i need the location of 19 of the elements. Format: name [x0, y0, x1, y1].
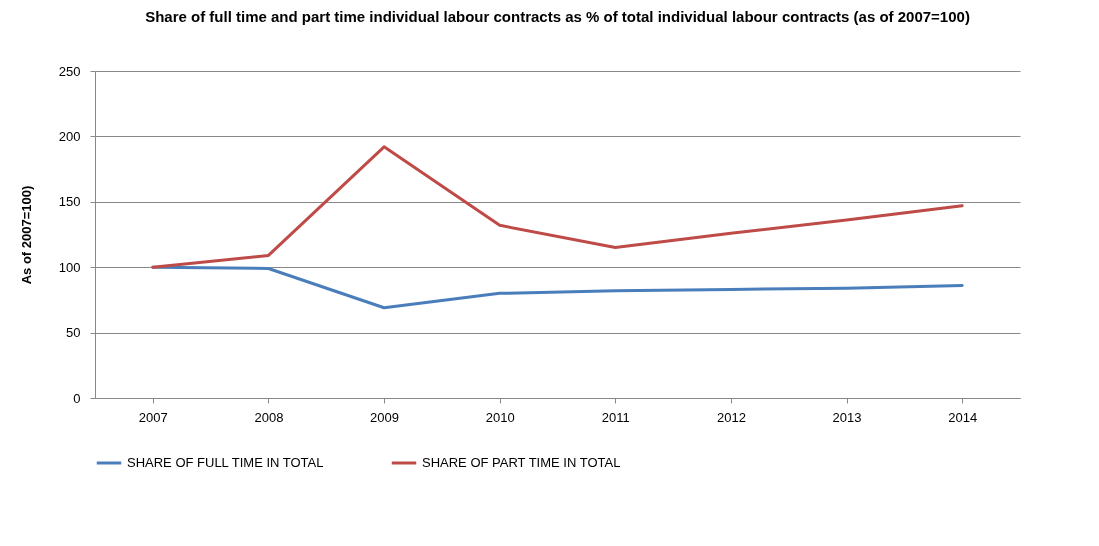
x-tick-label: 2007: [138, 409, 168, 425]
x-tick-label: 2009: [370, 409, 400, 425]
x-tick-label: 2011: [601, 409, 630, 425]
x-tick-label: 2008: [254, 409, 284, 425]
y-axis-title: As of 2007=100): [18, 185, 34, 285]
y-tick-label: 200: [58, 128, 81, 144]
y-tick-label: 0: [73, 390, 81, 406]
x-tick-label: 2010: [485, 409, 515, 425]
x-tick-label: 2013: [832, 409, 862, 425]
x-tick-label: 2012: [716, 409, 746, 425]
y-tick-label: 50: [66, 325, 81, 341]
line-series: [151, 145, 964, 269]
legend-label: SHARE OF FULL TIME IN TOTAL: [127, 455, 324, 470]
y-tick-label: 250: [58, 63, 81, 79]
legend-label: SHARE OF PART TIME IN TOTAL: [422, 455, 621, 470]
y-tick-label: 100: [58, 259, 81, 275]
chart-title: Share of full time and part time individual labour contracts as % of total individual labour contracts (as of 2007=100): [145, 8, 970, 25]
y-tick-label: 150: [58, 194, 81, 210]
x-tick-label: 2014: [948, 409, 978, 425]
